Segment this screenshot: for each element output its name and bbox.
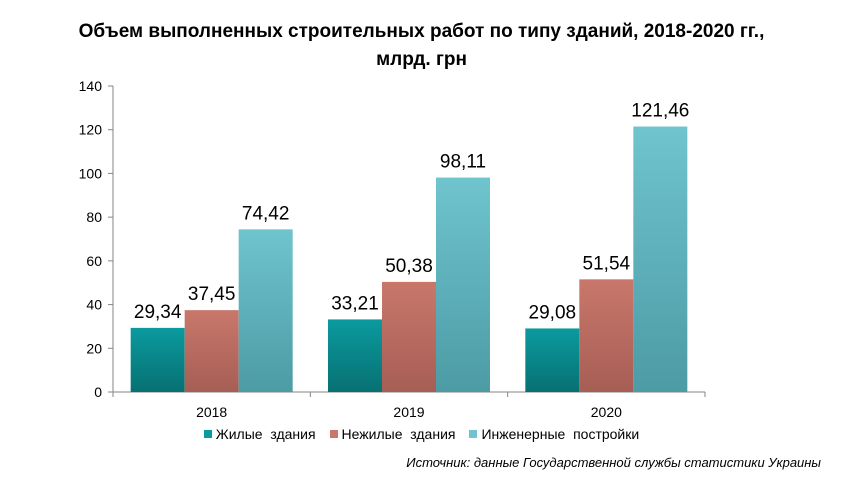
x-tick-label: 2018 [196,404,227,420]
data-label: 74,42 [242,203,290,224]
legend-label: Нежилые здания [341,426,456,442]
x-tick-label: 2020 [591,404,622,420]
source-note: Источник: данные Государственной службы … [406,455,821,470]
y-tick-label: 20 [86,340,102,356]
data-label: 37,45 [188,284,236,305]
legend-label: Жилые здания [215,426,316,442]
chart-data-labels: 29,34 37,45 74,42 33,21 50,38 98,11 29,08 51,54… [134,101,690,324]
bar [579,279,634,392]
data-label: 51,54 [583,253,631,274]
legend-item: Нежилые здания [329,426,456,442]
data-label: 50,38 [385,256,433,277]
y-tick-label: 80 [86,209,102,225]
bar [238,229,293,392]
y-tick-label: 0 [94,384,102,400]
chart-bars [130,126,688,393]
chart-title: Объем выполненных строительных работ по … [0,18,843,74]
chart-title-line1: Объем выполненных строительных работ по … [78,21,765,42]
bar [184,310,239,392]
legend-swatch [203,430,212,438]
y-tick-label: 40 [86,297,102,313]
y-tick-label: 100 [79,165,103,181]
legend-swatch [329,430,338,438]
y-tick-label: 140 [79,78,103,94]
x-tick-label: 2019 [393,404,424,420]
y-tick-label: 120 [79,122,103,138]
bar [525,328,580,392]
data-label: 29,08 [529,302,577,323]
data-label: 98,11 [440,152,486,173]
bar [328,319,382,392]
y-tick-label: 60 [86,253,102,269]
chart-title-line2: млрд. грн [376,49,467,70]
data-label: 29,34 [134,302,182,323]
data-label: 33,21 [331,293,379,314]
bar [382,281,436,392]
bar [436,177,490,392]
bar [633,126,688,393]
legend-swatch [469,430,478,438]
bar [130,327,185,392]
legend-item: Инженерные постройки [469,426,639,442]
chart-legend: Жилые здания Нежилые здания Инженерные пос… [0,426,843,442]
legend-label: Инженерные постройки [481,426,640,442]
data-label: 121,46 [631,101,689,122]
legend-item: Жилые здания [203,426,316,442]
